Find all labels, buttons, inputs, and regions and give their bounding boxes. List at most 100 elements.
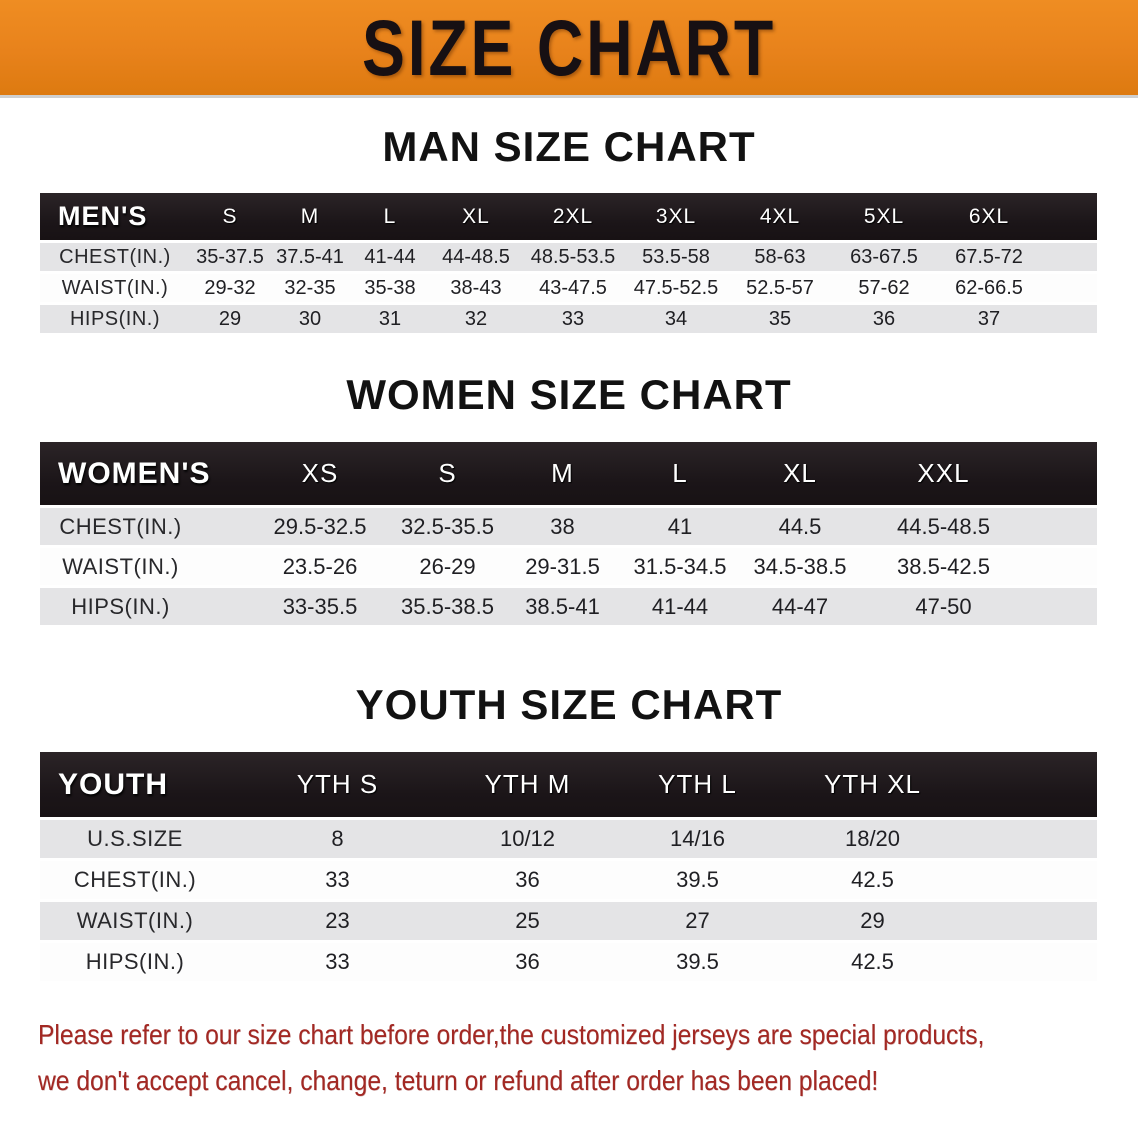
value-cell: 44-47 bbox=[771, 593, 829, 619]
value-cell: 29 bbox=[218, 307, 242, 330]
youth-chart-heading: YOUTH SIZE CHART bbox=[355, 681, 783, 728]
value-cell: 30 bbox=[298, 307, 322, 330]
youth-size-header: YTH M bbox=[445, 752, 610, 819]
value-cell: 36 bbox=[515, 867, 540, 892]
value-cell: 37 bbox=[977, 307, 1001, 330]
youth-row-waist-in: WAIST(IN.) 23 25 27 29 bbox=[40, 900, 1097, 942]
row-label: HIPS(IN.) bbox=[71, 593, 170, 619]
men-size-header: 2XL bbox=[522, 193, 624, 242]
value-cell: 39.5 bbox=[676, 867, 719, 892]
filler-cell bbox=[960, 901, 1097, 942]
value-cell: 41-44 bbox=[364, 245, 416, 268]
disclaimer-line-2: we don't accept cancel, change, teturn o… bbox=[38, 1065, 879, 1096]
value-cell: 42.5 bbox=[851, 949, 894, 974]
value-cell: 47-50 bbox=[915, 593, 972, 619]
value-cell: 27 bbox=[685, 908, 710, 933]
value-cell: 34.5-38.5 bbox=[753, 553, 847, 579]
value-cell: 39.5 bbox=[676, 949, 719, 974]
women-size-header: L bbox=[620, 442, 740, 507]
value-cell: 41 bbox=[667, 513, 693, 539]
men-size-header: M bbox=[270, 193, 350, 242]
filler-cell bbox=[960, 860, 1097, 901]
row-label: WAIST(IN.) bbox=[61, 276, 169, 299]
value-cell: 25 bbox=[515, 908, 540, 933]
men-size-header: 4XL bbox=[728, 193, 832, 242]
filler-cell bbox=[960, 942, 1097, 983]
value-cell: 57-62 bbox=[858, 276, 910, 299]
men-size-header: XL bbox=[430, 193, 522, 242]
youth-table-header-row: YOUTH YTH S YTH M YTH L YTH XL bbox=[40, 752, 1097, 819]
row-label: CHEST(IN.) bbox=[73, 867, 197, 892]
value-cell: 26-29 bbox=[419, 553, 476, 579]
value-cell: 42.5 bbox=[851, 867, 894, 892]
women-size-header: XS bbox=[250, 442, 390, 507]
men-row-waist-in: WAIST(IN.) 29-32 32-35 35-38 38-43 43-47.5 47.… bbox=[40, 272, 1097, 304]
value-cell: 32-35 bbox=[284, 276, 336, 299]
women-group-label: WOMEN'S bbox=[40, 442, 250, 507]
size-charts: MAN SIZE CHART MEN'S S M L XL 2XL 3XL 4XL 5XL 6XL… bbox=[0, 122, 1138, 984]
disclaimer: Please refer to our size chart before or… bbox=[38, 1012, 1138, 1104]
value-cell: 33 bbox=[325, 867, 350, 892]
value-cell: 47.5-52.5 bbox=[633, 276, 719, 299]
value-cell: 67.5-72 bbox=[955, 245, 1023, 268]
value-cell: 38-43 bbox=[450, 276, 502, 299]
value-cell: 53.5-58 bbox=[642, 245, 710, 268]
value-cell: 32 bbox=[464, 307, 488, 330]
value-cell: 35.5-38.5 bbox=[401, 593, 494, 619]
youth-size-header: YTH L bbox=[610, 752, 785, 819]
women-size-header: M bbox=[505, 442, 620, 507]
row-label: U.S.SIZE bbox=[87, 826, 183, 851]
value-cell: 52.5-57 bbox=[746, 276, 814, 299]
value-cell: 37.5-41 bbox=[276, 245, 344, 268]
women-size-table: WOMEN'S XS S M L XL XXL CHEST(IN.) 29.5-32.5 32.… bbox=[40, 442, 1097, 628]
women-chart-heading: WOMEN SIZE CHART bbox=[346, 371, 792, 418]
youth-size-chart-section: YOUTH SIZE CHART YOUTH YTH S YTH M YTH L YTH… bbox=[0, 680, 1138, 984]
value-cell: 23.5-26 bbox=[282, 553, 358, 579]
value-cell: 10/12 bbox=[499, 826, 556, 851]
men-size-header: S bbox=[190, 193, 270, 242]
women-row-chest-in: CHEST(IN.) 29.5-32.5 32.5-35.5 38 41 44.5 44.5… bbox=[40, 506, 1097, 547]
value-cell: 35-37.5 bbox=[196, 245, 264, 268]
value-cell: 18/20 bbox=[844, 826, 901, 851]
men-size-header: 6XL bbox=[936, 193, 1097, 242]
value-cell: 48.5-53.5 bbox=[530, 245, 616, 268]
men-size-header: L bbox=[350, 193, 430, 242]
women-size-chart-section: WOMEN SIZE CHART WOMEN'S XS S M L XL XXL CHEST… bbox=[0, 370, 1138, 628]
women-size-header: XXL bbox=[860, 442, 1097, 507]
value-cell: 29-31.5 bbox=[525, 553, 600, 579]
row-label: CHEST(IN.) bbox=[59, 245, 171, 268]
filler-cell bbox=[960, 819, 1097, 860]
banner-title: SIZE CHART bbox=[362, 3, 776, 92]
value-cell: 38.5-42.5 bbox=[897, 553, 990, 579]
value-cell: 29.5-32.5 bbox=[273, 513, 367, 539]
youth-group-label: YOUTH bbox=[40, 752, 230, 819]
value-cell: 36 bbox=[515, 949, 540, 974]
value-cell: 41-44 bbox=[651, 593, 709, 619]
value-cell: 33-35.5 bbox=[282, 593, 358, 619]
row-label: HIPS(IN.) bbox=[85, 949, 185, 974]
women-row-waist-in: WAIST(IN.) 23.5-26 26-29 29-31.5 31.5-34.5 34… bbox=[40, 546, 1097, 587]
men-row-chest-in: CHEST(IN.) 35-37.5 37.5-41 41-44 44-48.5 48.5… bbox=[40, 241, 1097, 273]
value-cell: 34 bbox=[664, 307, 688, 330]
women-row-hips-in: HIPS(IN.) 33-35.5 35.5-38.5 38.5-41 41-44 44-… bbox=[40, 586, 1097, 627]
value-cell: 58-63 bbox=[754, 245, 806, 268]
value-cell: 35 bbox=[768, 307, 792, 330]
youth-row-u-s-size: U.S.SIZE 8 10/12 14/16 18/20 bbox=[40, 818, 1097, 860]
row-label: WAIST(IN.) bbox=[76, 908, 194, 933]
value-cell: 62-66.5 bbox=[955, 276, 1023, 299]
value-cell: 44.5-48.5 bbox=[897, 513, 990, 539]
value-cell: 44-48.5 bbox=[442, 245, 510, 268]
size-chart-banner: SIZE CHART bbox=[0, 0, 1138, 98]
men-size-table: MEN'S S M L XL 2XL 3XL 4XL 5XL 6XL CHEST(IN.) 35-3… bbox=[40, 193, 1097, 336]
row-label: WAIST(IN.) bbox=[62, 553, 179, 579]
value-cell: 31.5-34.5 bbox=[633, 553, 727, 579]
youth-row-hips-in: HIPS(IN.) 33 36 39.5 42.5 bbox=[40, 941, 1097, 983]
value-cell: 38 bbox=[550, 513, 575, 539]
value-cell: 29 bbox=[860, 908, 885, 933]
men-size-header: 3XL bbox=[624, 193, 728, 242]
value-cell: 32.5-35.5 bbox=[401, 513, 494, 539]
men-table-header-row: MEN'S S M L XL 2XL 3XL 4XL 5XL 6XL bbox=[40, 193, 1097, 242]
men-group-label: MEN'S bbox=[40, 193, 190, 242]
value-cell: 63-67.5 bbox=[850, 245, 918, 268]
